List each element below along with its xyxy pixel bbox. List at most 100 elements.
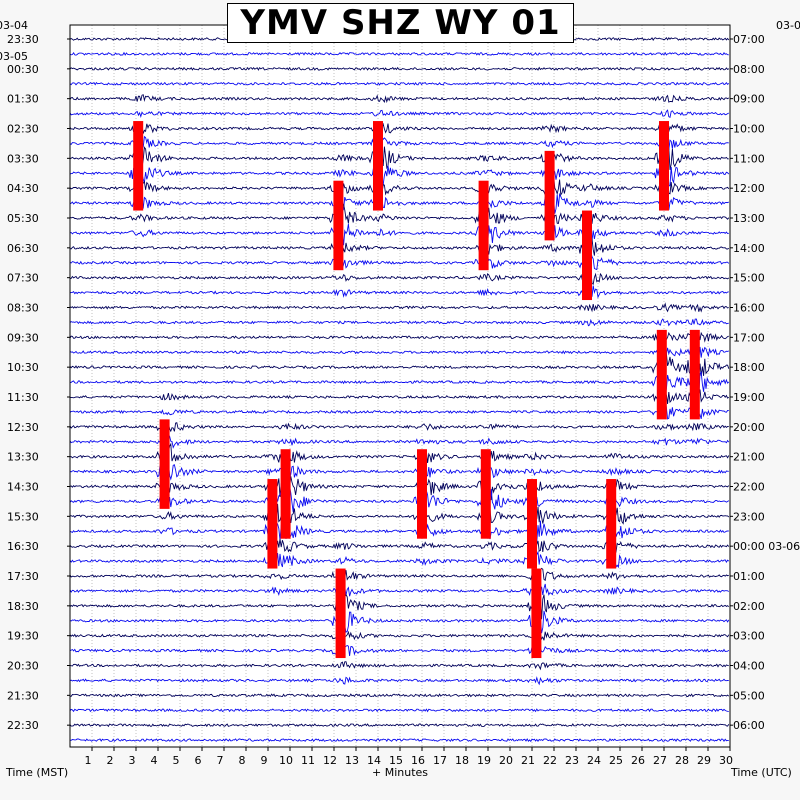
x-tick-label: 29 bbox=[697, 754, 711, 767]
event-marker bbox=[527, 479, 537, 569]
trace-line bbox=[69, 567, 729, 585]
y-label-utc: 07:00 bbox=[733, 33, 765, 46]
y-label-mst: 04:30 bbox=[7, 182, 39, 195]
x-tick-label: 26 bbox=[631, 754, 645, 767]
y-label-mst: 18:30 bbox=[7, 600, 39, 613]
x-tick-label: 11 bbox=[301, 754, 315, 767]
trace-line bbox=[69, 94, 730, 104]
trace-line bbox=[69, 442, 730, 469]
trace-line bbox=[69, 135, 729, 151]
trace-line bbox=[69, 81, 730, 86]
y-label-mst: 12:30 bbox=[7, 421, 39, 434]
x-tick-label: 3 bbox=[129, 754, 136, 767]
y-label-utc: 16:00 bbox=[733, 302, 765, 315]
event-marker bbox=[417, 449, 427, 539]
y-label-utc: 02:00 bbox=[733, 600, 765, 613]
y-label-mst: 14:30 bbox=[7, 481, 39, 494]
y-label-mst: 20:30 bbox=[7, 660, 39, 673]
trace-line bbox=[69, 642, 730, 657]
x-tick-label: 8 bbox=[239, 754, 246, 767]
trace-line bbox=[69, 738, 729, 743]
trace-line bbox=[69, 389, 730, 405]
x-tick-label: 5 bbox=[173, 754, 180, 767]
trace-line bbox=[69, 593, 730, 620]
trace-line bbox=[69, 146, 729, 170]
event-marker bbox=[478, 180, 489, 271]
event-marker bbox=[659, 121, 669, 211]
x-tick-label: 17 bbox=[433, 754, 447, 767]
y-label-utc: 15:00 bbox=[733, 272, 765, 285]
trace-line bbox=[69, 538, 730, 554]
trace-line bbox=[69, 518, 729, 544]
trace-line bbox=[69, 109, 729, 119]
trace-line bbox=[69, 285, 729, 299]
x-tick-label: 12 bbox=[323, 754, 337, 767]
left-date-label-start: 03-04 bbox=[0, 19, 28, 32]
x-tick-label: 24 bbox=[587, 754, 601, 767]
y-label-mst: 23:30 bbox=[7, 33, 39, 46]
x-tick-label: 14 bbox=[367, 754, 381, 767]
y-label-utc: 09:00 bbox=[733, 93, 765, 106]
y-label-utc: 23:00 bbox=[733, 510, 765, 523]
x-tick-label: 28 bbox=[675, 754, 689, 767]
x-tick-label: 7 bbox=[217, 754, 224, 767]
trace-line bbox=[69, 302, 729, 313]
trace-line bbox=[69, 406, 729, 420]
y-label-mst: 05:30 bbox=[7, 212, 39, 225]
y-label-mst: 21:30 bbox=[7, 689, 39, 702]
y-label-utc: 08:00 bbox=[733, 63, 765, 76]
x-tick-label: 15 bbox=[389, 754, 403, 767]
right-date-label-start: 03-05 bbox=[776, 19, 800, 32]
trace-line bbox=[69, 238, 730, 261]
x-tick-label: 1 bbox=[85, 754, 92, 767]
event-marker bbox=[656, 329, 667, 420]
trace-line bbox=[69, 51, 729, 56]
trace-line bbox=[69, 270, 730, 285]
trace-line bbox=[69, 723, 730, 728]
x-tick-label: 25 bbox=[609, 754, 623, 767]
y-label-mst: 17:30 bbox=[7, 570, 39, 583]
trace-line bbox=[69, 203, 730, 229]
trace-line bbox=[69, 122, 729, 137]
trace-line bbox=[69, 708, 729, 713]
y-label-mst: 02:30 bbox=[7, 123, 39, 136]
y-label-mst: 10:30 bbox=[7, 361, 39, 374]
trace-line bbox=[69, 66, 730, 71]
left-date-label-next: 03-05 bbox=[0, 50, 28, 63]
y-label-utc: 14:00 bbox=[733, 242, 765, 255]
y-label-mst: 00:30 bbox=[7, 63, 39, 76]
event-markers bbox=[133, 121, 700, 659]
trace-line bbox=[69, 330, 729, 343]
y-label-mst: 16:30 bbox=[7, 540, 39, 553]
event-marker bbox=[544, 150, 555, 241]
y-label-utc: 10:00 bbox=[733, 123, 765, 136]
trace-line bbox=[69, 344, 729, 360]
trace-line bbox=[69, 161, 730, 188]
event-marker bbox=[335, 568, 346, 659]
y-label-utc: 22:00 bbox=[733, 481, 765, 494]
trace-line bbox=[69, 486, 730, 513]
y-label-mst: 22:30 bbox=[7, 719, 39, 732]
trace-line bbox=[69, 318, 729, 327]
y-label-utc: 03:00 bbox=[733, 630, 765, 643]
trace-line bbox=[69, 353, 730, 378]
x-tick-label: 18 bbox=[455, 754, 469, 767]
x-tick-label: 30 bbox=[719, 754, 733, 767]
event-marker bbox=[582, 210, 592, 301]
trace-line bbox=[69, 476, 730, 501]
x-tick-label: 13 bbox=[345, 754, 359, 767]
y-label-mst: 13:30 bbox=[7, 451, 39, 464]
y-label-mst: 11:30 bbox=[7, 391, 39, 404]
y-label-utc: 20:00 bbox=[733, 421, 765, 434]
left-axis-title: Time (MST) bbox=[6, 766, 69, 779]
trace-line bbox=[69, 630, 730, 641]
y-label-utc: 01:00 bbox=[733, 570, 765, 583]
y-label-utc: 18:00 bbox=[733, 361, 765, 374]
y-label-mst: 09:30 bbox=[7, 331, 39, 344]
trace-line bbox=[69, 422, 729, 434]
x-tick-label: 6 bbox=[195, 754, 202, 767]
y-label-utc: 04:00 bbox=[733, 660, 765, 673]
x-axis-title: + Minutes bbox=[372, 766, 429, 779]
event-marker bbox=[133, 121, 144, 211]
